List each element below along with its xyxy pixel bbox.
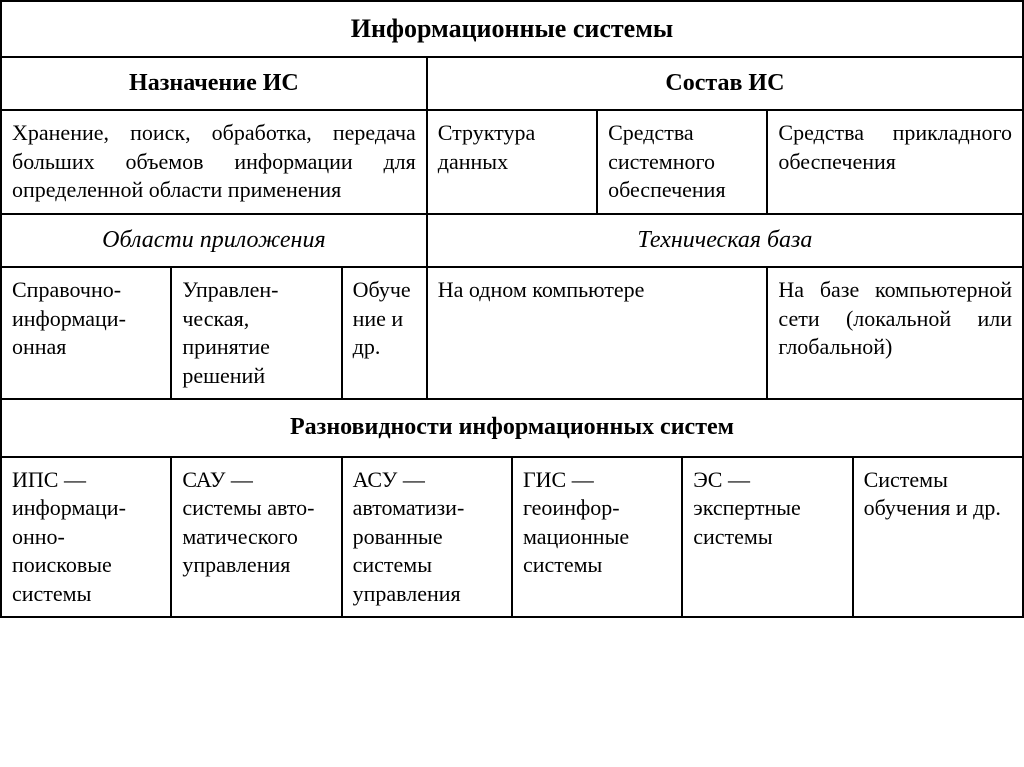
variety-5: ЭС — экспертные системы	[682, 457, 852, 618]
header-composition: Состав ИС	[427, 57, 1023, 110]
application-2: Управлен­ческая, принятие решений	[171, 267, 341, 399]
table-title: Информационные системы	[1, 1, 1023, 57]
variety-1: ИПС — информаци­онно-поисковые системы	[1, 457, 171, 618]
composition-3: Средства при­кладного обес­печения	[767, 110, 1023, 214]
techbase-2: На базе ком­пьютерной сети (локаль­ной и…	[767, 267, 1023, 399]
header-purpose: Назначение ИС	[1, 57, 427, 110]
header-applications: Области приложения	[1, 214, 427, 267]
application-3: Обучение и др.	[342, 267, 427, 399]
variety-6: Системы обучения и др.	[853, 457, 1023, 618]
variety-4: ГИС — геоинфор­мацион­ные системы	[512, 457, 682, 618]
techbase-1: На одном компьютере	[427, 267, 768, 399]
header-techbase: Техническая база	[427, 214, 1023, 267]
variety-2: САУ — системы авто­матического управлени…	[171, 457, 341, 618]
application-1: Справочно-информаци­онная	[1, 267, 171, 399]
composition-1: Структура данных	[427, 110, 597, 214]
info-systems-table: Информационные системы Назначение ИС Сос…	[0, 0, 1024, 618]
purpose-cell: Хранение, поиск, обработка, передача бол…	[1, 110, 427, 214]
variety-3: АСУ — автоматизи­рованные системы управл…	[342, 457, 512, 618]
header-varieties: Разновидности информационных систем	[1, 399, 1023, 456]
composition-2: Средства системно­го обеспе­чения	[597, 110, 767, 214]
